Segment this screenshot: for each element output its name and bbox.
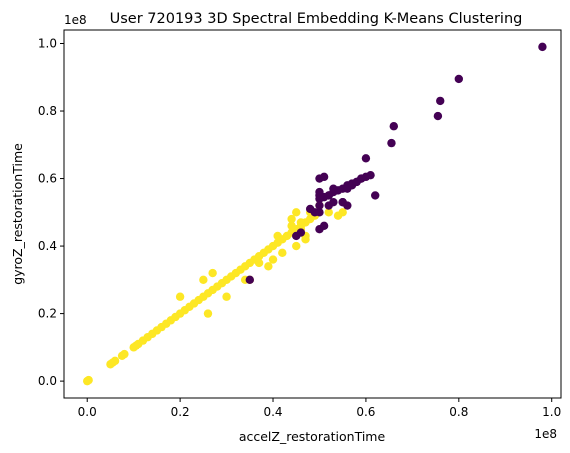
scatter-point — [84, 375, 93, 385]
x-axis-ticks: 0.0 0.2 0.4 0.6 0.8 1.0 — [78, 398, 561, 419]
scatter-point — [361, 154, 371, 163]
y-axis-label: gyroZ_restorationTime — [10, 143, 25, 285]
scatter-point — [315, 187, 324, 197]
x-tick-label: 0.0 — [78, 405, 97, 419]
x-tick-label: 0.8 — [449, 405, 468, 419]
x-tick-label: 0.6 — [356, 405, 375, 419]
x-tick-label: 0.4 — [263, 405, 282, 419]
chart-title: User 720193 3D Spectral Embedding K-Mean… — [110, 11, 523, 27]
x-axis-label: accelZ_restorationTime — [239, 429, 386, 444]
scatter-point — [329, 197, 338, 207]
y-tick-label: 0.2 — [38, 307, 57, 321]
scatter-point — [338, 208, 347, 217]
scatter-point — [278, 248, 287, 258]
x-tick-label: 0.2 — [171, 405, 190, 419]
scatter-point — [324, 191, 333, 200]
scatter-point — [245, 275, 254, 285]
scatter-point — [319, 172, 329, 182]
scatter-point — [222, 292, 231, 301]
scatter-point — [389, 122, 398, 131]
scatter-point — [357, 174, 366, 183]
y-axis-ticks: 0.0 0.2 0.4 0.6 0.8 1.0 — [38, 37, 64, 388]
scatter-point — [254, 258, 264, 268]
y-tick-label: 0.0 — [38, 374, 57, 388]
scatter-point — [292, 241, 301, 251]
y-tick-label: 0.8 — [38, 104, 57, 118]
scatter-point — [315, 208, 324, 217]
scatter-point — [273, 231, 282, 241]
x-offset-label: 1e8 — [534, 427, 557, 441]
x-tick-label: 1.0 — [542, 405, 561, 419]
y-offset-label: 1e8 — [64, 13, 87, 27]
y-tick-label: 0.6 — [38, 172, 57, 186]
scatter-point — [203, 309, 213, 318]
scatter-point — [538, 42, 547, 52]
scatter-point — [371, 191, 380, 200]
scatter-point — [387, 138, 396, 148]
scatter-point — [296, 218, 306, 227]
y-tick-label: 0.4 — [38, 239, 57, 253]
scatter-point — [436, 96, 445, 106]
scatter-point — [315, 201, 324, 210]
scatter-point — [324, 208, 333, 217]
y-tick-label: 1.0 — [38, 37, 57, 51]
scatter-point — [264, 262, 273, 271]
scatter-point — [110, 356, 120, 366]
scatter-point — [287, 214, 296, 224]
scatter-point — [343, 201, 352, 210]
scatter-point — [287, 221, 296, 231]
scatter-point — [319, 221, 329, 231]
scatter-point — [199, 275, 208, 285]
scatter-point — [296, 228, 306, 237]
scatter-point — [292, 208, 301, 217]
scatter-point — [305, 204, 315, 214]
data-points — [83, 42, 547, 386]
scatter-point — [329, 184, 338, 193]
plot-area-frame — [63, 29, 562, 399]
scatter-point — [268, 255, 278, 264]
scatter-point — [433, 111, 443, 121]
scatter-point — [208, 268, 217, 278]
scatter-point — [120, 349, 129, 359]
scatter-point — [175, 292, 185, 301]
scatter-point — [454, 74, 464, 84]
